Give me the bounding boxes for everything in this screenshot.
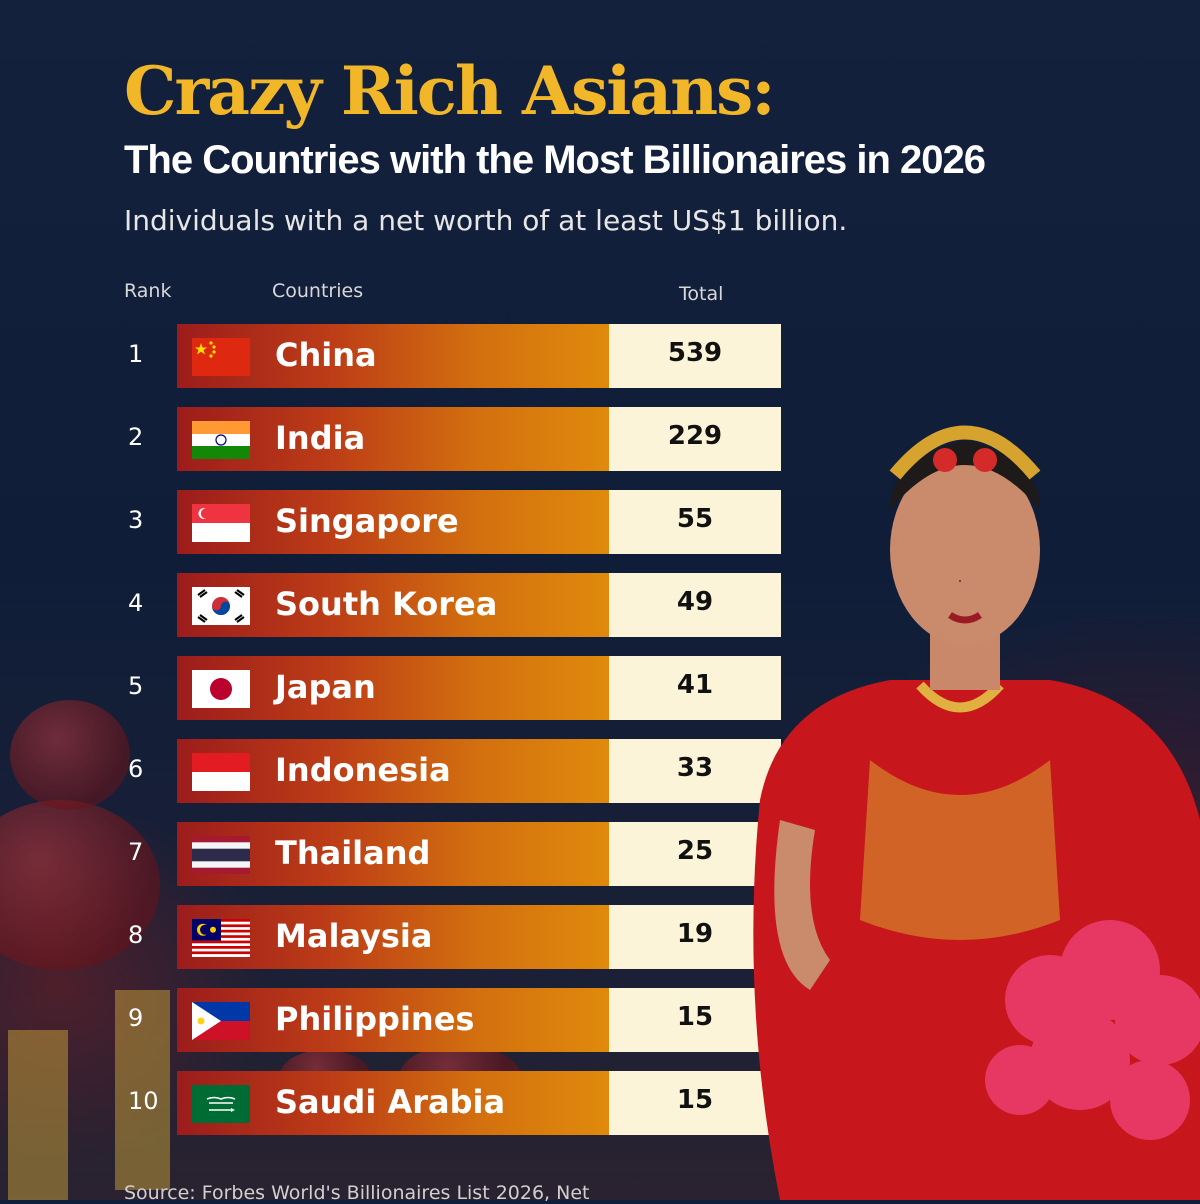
total-cell: 15 <box>609 1071 781 1135</box>
country-bar: Japan <box>177 656 609 720</box>
total-header: Total <box>679 283 724 305</box>
singapore-flag-icon <box>192 504 250 542</box>
table-row: 4 South Korea 49 <box>0 573 800 639</box>
total-value: 15 <box>676 1002 714 1032</box>
total-cell: 229 <box>609 407 781 471</box>
lantern-decoration <box>0 800 160 970</box>
total-cell: 49 <box>609 573 781 637</box>
country-label: Philippines <box>275 1000 475 1038</box>
table-row: 5 Japan 41 <box>0 656 800 722</box>
country-label: South Korea <box>275 585 498 623</box>
india-flag-icon <box>192 421 250 459</box>
malaysia-flag-icon <box>192 919 250 957</box>
country-label: Singapore <box>275 502 459 540</box>
total-cell: 19 <box>609 905 781 969</box>
country-bar: Philippines <box>177 988 609 1052</box>
total-value: 49 <box>676 587 714 617</box>
total-cell: 539 <box>609 324 781 388</box>
total-value: 55 <box>676 504 714 534</box>
banner-decoration <box>8 1030 68 1200</box>
rank-label: 8 <box>128 921 144 949</box>
banner-decoration <box>115 990 170 1190</box>
japan-flag-icon <box>192 670 250 708</box>
rank-label: 7 <box>128 838 144 866</box>
chart-subtitle: The Countries with the Most Billionaires… <box>124 138 986 182</box>
country-bar: South Korea <box>177 573 609 637</box>
indonesia-flag-icon <box>192 753 250 791</box>
thailand-flag-icon <box>192 836 250 874</box>
china-flag-icon <box>192 338 250 376</box>
total-cell: 33 <box>609 739 781 803</box>
country-label: Malaysia <box>275 917 433 955</box>
table-row: 7 Thailand 25 <box>0 822 800 888</box>
total-value: 15 <box>676 1085 714 1115</box>
country-bar: Indonesia <box>177 739 609 803</box>
rank-label: 1 <box>128 340 144 368</box>
rank-label: 9 <box>128 1004 144 1032</box>
table-row: 6 Indonesia 33 <box>0 739 800 805</box>
country-label: China <box>275 336 377 374</box>
rank-header: Rank <box>124 280 172 302</box>
total-value: 229 <box>667 421 723 451</box>
table-row: 2 India 229 <box>0 407 800 473</box>
country-bar: Thailand <box>177 822 609 886</box>
total-value: 19 <box>676 919 714 949</box>
total-cell: 25 <box>609 822 781 886</box>
country-label: India <box>275 419 366 457</box>
table-row: 8 Malaysia 19 <box>0 905 800 971</box>
south-korea-flag-icon <box>192 587 250 625</box>
rank-label: 2 <box>128 423 144 451</box>
lantern-decoration <box>10 700 130 810</box>
country-label: Japan <box>275 668 376 706</box>
total-value: 25 <box>676 836 714 866</box>
total-value: 33 <box>676 753 714 783</box>
country-label: Indonesia <box>275 751 451 789</box>
country-label: Thailand <box>275 834 431 872</box>
total-cell: 41 <box>609 656 781 720</box>
rank-label: 6 <box>128 755 144 783</box>
country-bar: India <box>177 407 609 471</box>
philippines-flag-icon <box>192 1002 250 1040</box>
country-label: Saudi Arabia <box>275 1083 506 1121</box>
total-value: 41 <box>676 670 714 700</box>
country-bar: Singapore <box>177 490 609 554</box>
woman-in-red-dress-image <box>753 425 1200 1200</box>
country-bar: China <box>177 324 609 388</box>
total-cell: 55 <box>609 490 781 554</box>
country-bar: Malaysia <box>177 905 609 969</box>
table-row: 10 Saudi Arabia 15 <box>0 1071 800 1137</box>
total-cell: 15 <box>609 988 781 1052</box>
chart-title: Crazy Rich Asians: <box>124 52 776 130</box>
table-row: 3 Singapore 55 <box>0 490 800 556</box>
country-header: Countries <box>272 280 364 302</box>
source-note: Source: Forbes World's Billionaires List… <box>124 1182 590 1204</box>
rank-label: 10 <box>128 1087 159 1115</box>
country-bar: Saudi Arabia <box>177 1071 609 1135</box>
table-row: 9 Philippines 15 <box>0 988 800 1054</box>
chart-description: Individuals with a net worth of at least… <box>124 204 848 237</box>
total-value: 539 <box>667 338 723 368</box>
rank-label: 4 <box>128 589 144 617</box>
table-row: 1 China 539 <box>0 324 800 390</box>
saudi-arabia-flag-icon <box>192 1085 250 1123</box>
rank-label: 3 <box>128 506 144 534</box>
rank-label: 5 <box>128 672 144 700</box>
